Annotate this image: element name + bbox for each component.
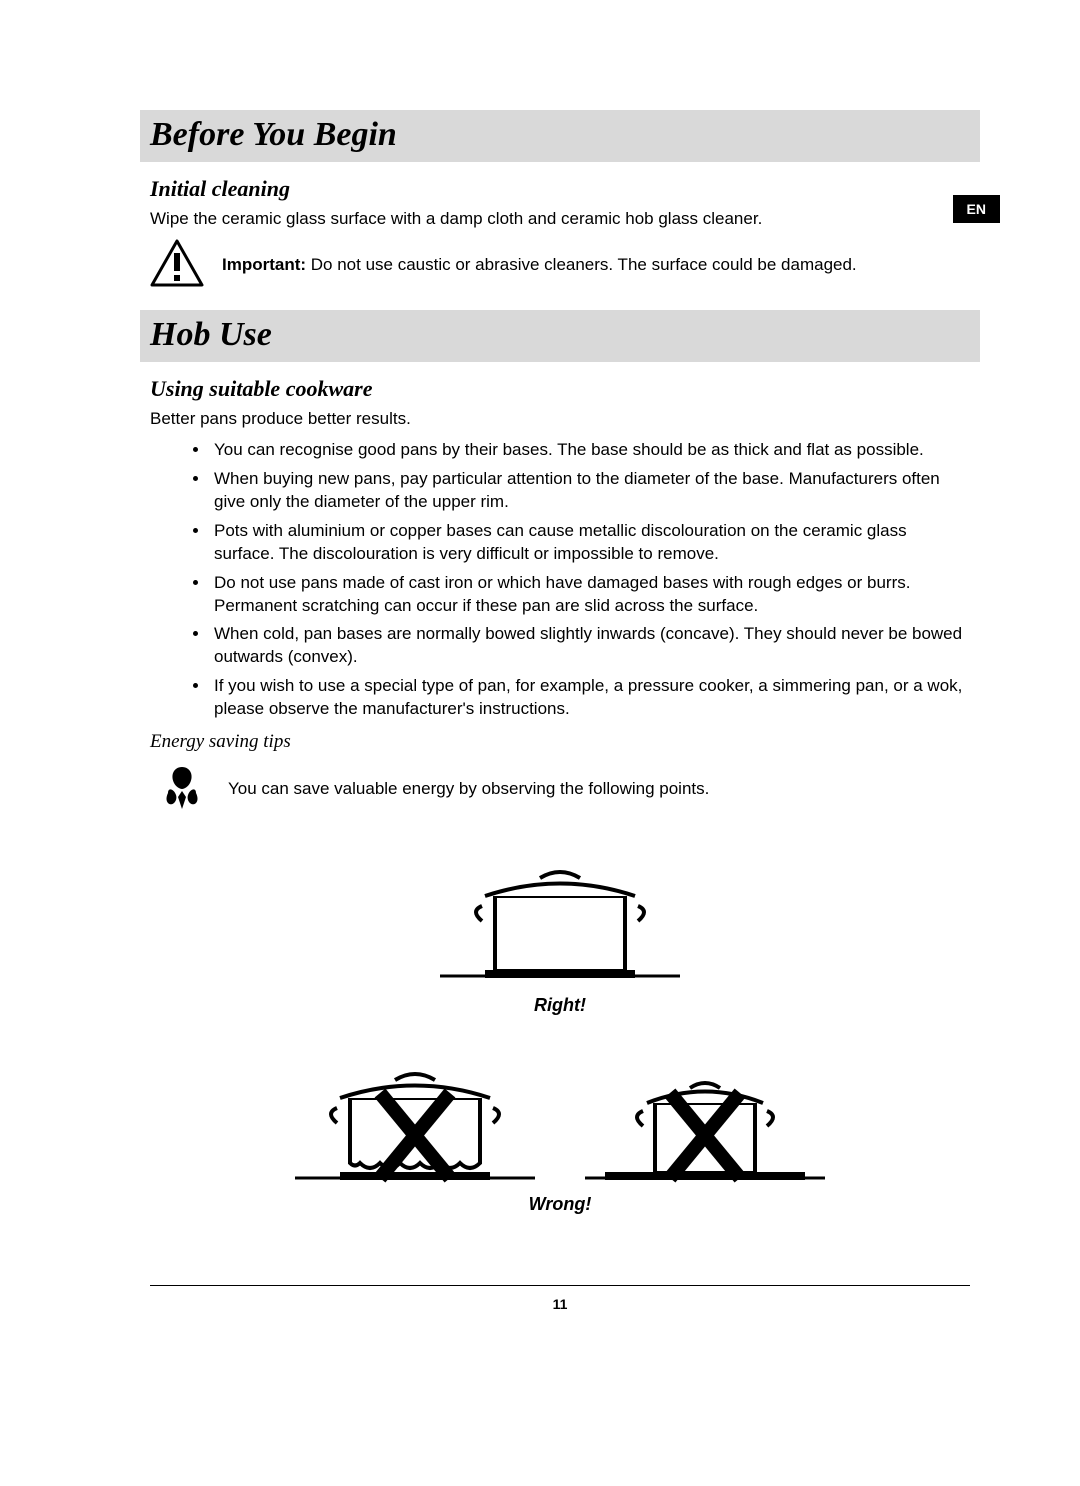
list-item: You can recognise good pans by their bas… — [210, 439, 970, 462]
subheading-initial-cleaning: Initial cleaning — [150, 176, 970, 202]
section-header-before-you-begin: Before You Begin — [140, 110, 980, 162]
language-badge: EN — [953, 195, 1000, 223]
section-title: Hob Use — [150, 316, 970, 354]
warning-row: Important: Do not use caustic or abrasiv… — [150, 239, 970, 292]
warning-text: Important: Do not use caustic or abrasiv… — [222, 255, 857, 275]
warning-label: Important: — [222, 255, 306, 274]
section-title: Before You Begin — [150, 116, 970, 154]
list-item: Pots with aluminium or copper bases can … — [210, 520, 970, 566]
intro-text: Better pans produce better results. — [150, 408, 970, 431]
figure-caption-right: Right! — [150, 995, 970, 1016]
subsubheading-energy-tips: Energy saving tips — [150, 731, 970, 753]
figure-right: Right! — [150, 836, 970, 1016]
warning-icon — [150, 239, 204, 292]
list-item: If you wish to use a special type of pan… — [210, 675, 970, 721]
eco-text: You can save valuable energy by observin… — [228, 778, 709, 801]
manual-page: EN Before You Begin Initial cleaning Wip… — [0, 0, 1080, 1362]
body-text: Wipe the ceramic glass surface with a da… — [150, 208, 970, 231]
pot-correct-icon — [430, 836, 690, 986]
list-item: When cold, pan bases are normally bowed … — [210, 623, 970, 669]
warning-body: Do not use caustic or abrasive cleaners.… — [306, 255, 857, 274]
pot-wrong-wavy-icon — [285, 1038, 545, 1188]
section-header-hob-use: Hob Use — [140, 310, 980, 362]
list-item: When buying new pans, pay particular att… — [210, 468, 970, 514]
bullet-list: You can recognise good pans by their bas… — [150, 439, 970, 721]
footer-rule — [150, 1285, 970, 1286]
subheading-suitable-cookware: Using suitable cookware — [150, 376, 970, 402]
pot-wrong-small-icon — [575, 1038, 835, 1188]
figure-wrong-row — [150, 1038, 970, 1188]
eco-icon — [160, 763, 204, 816]
figure-caption-wrong: Wrong! — [150, 1194, 970, 1215]
eco-row: You can save valuable energy by observin… — [160, 763, 970, 816]
page-number: 11 — [150, 1296, 970, 1312]
list-item: Do not use pans made of cast iron or whi… — [210, 572, 970, 618]
